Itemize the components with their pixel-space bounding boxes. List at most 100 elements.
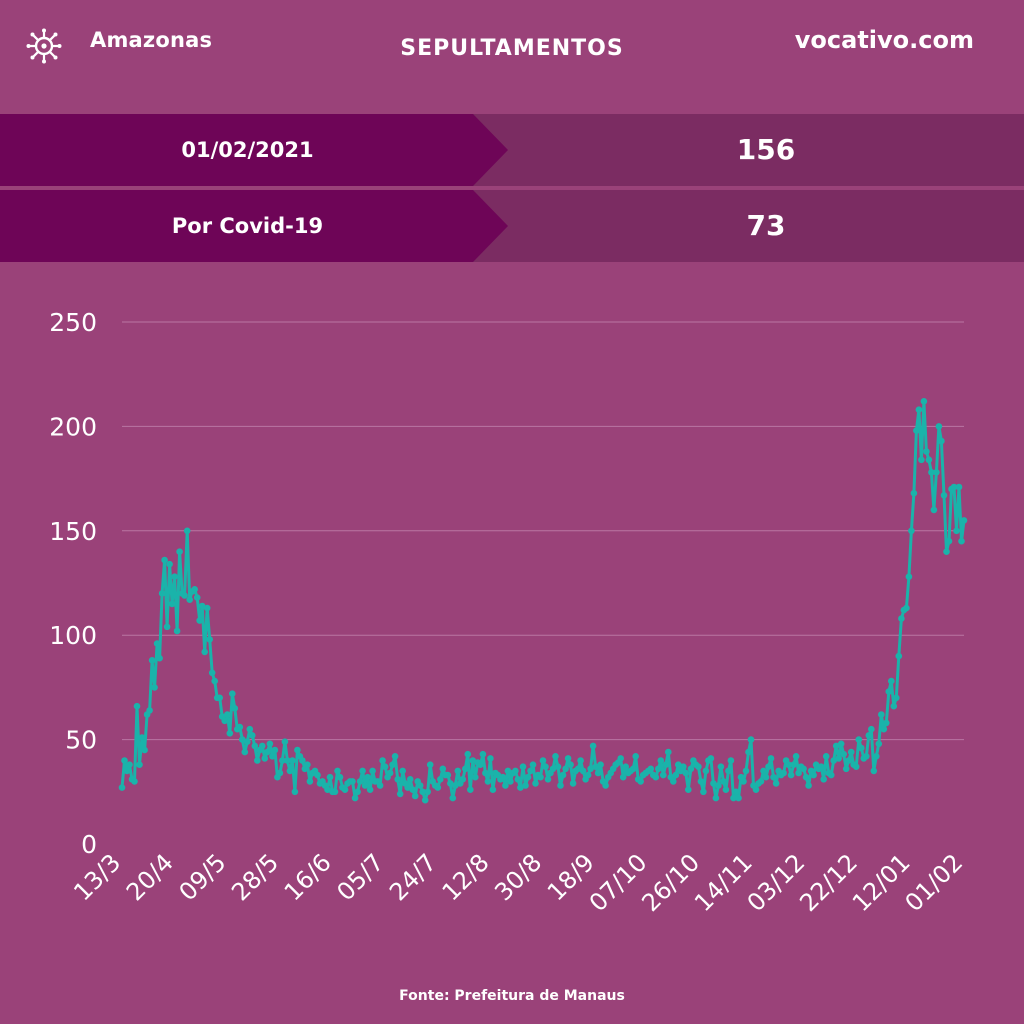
data-point [762,773,770,781]
data-point [695,763,702,770]
data-point [158,590,166,597]
stat-value: 73 [746,209,786,242]
data-point [742,767,750,775]
data-point [559,771,567,779]
data-point [715,782,722,789]
data-point [770,773,777,781]
data-point [732,788,740,796]
data-point [266,740,274,748]
data-point [203,604,211,612]
data-point [354,788,361,796]
data-point [855,736,863,743]
x-tick-label: 03/12 [742,848,811,917]
data-point [171,573,178,580]
data-point [647,765,655,773]
data-point [655,765,662,773]
data-point [787,771,795,779]
data-point [527,767,534,775]
data-point [702,767,710,775]
data-point [439,765,447,773]
data-point [950,483,958,491]
data-point [893,694,900,702]
data-point [369,767,376,775]
data-point [722,786,730,793]
data-point [484,778,492,785]
data-point [765,763,772,770]
x-tick-label: 09/5 [174,848,232,906]
data-point [637,778,644,785]
data-point [444,771,452,779]
data-point [356,778,364,785]
data-point [261,755,269,762]
data-point [336,773,344,781]
data-point [830,757,837,764]
data-point [294,746,301,754]
data-point [504,767,512,775]
x-tick-label: 01/02 [900,848,969,917]
data-point [720,778,727,785]
brand-label[interactable]: vocativo.com [794,26,974,54]
data-point [589,742,597,750]
data-point [735,794,742,802]
data-point [389,761,396,768]
data-point [757,778,765,785]
data-point [915,406,923,413]
data-point [253,757,261,764]
data-point [800,765,807,773]
data-point [619,773,627,781]
data-point [454,767,462,775]
data-point [938,437,945,445]
data-point [231,705,239,712]
data-point [176,548,183,555]
x-tick-label: 20/4 [121,848,179,906]
data-point [652,773,660,781]
data-point [326,773,334,781]
data-point [960,517,968,524]
data-point [284,757,291,764]
stat-label: 01/02/2021 [181,138,314,162]
data-point [878,711,885,718]
data-point [246,725,254,733]
data-point [660,771,667,779]
data-point [331,788,339,796]
y-tick-label: 100 [49,621,97,650]
data-point [905,573,913,580]
data-point [364,773,371,781]
data-point [324,786,331,793]
data-point [569,780,577,787]
data-point [191,586,198,593]
data-point [840,750,847,758]
source-footer: Fonte: Prefeitura de Manaus [399,988,625,1004]
data-point [211,677,218,685]
data-point [396,790,404,798]
x-tick-label: 12/8 [437,848,495,906]
data-point [477,761,484,768]
data-point [895,652,903,660]
data-point [700,788,707,796]
x-tick-label: 05/7 [331,848,389,906]
data-point [479,750,487,758]
data-point [682,769,690,777]
data-point [820,776,827,783]
data-point [299,757,306,764]
data-point [519,763,527,770]
data-point [697,778,705,785]
data-point [462,765,469,773]
data-point [532,780,539,787]
data-point [379,757,386,764]
data-point [940,492,948,499]
data-point [885,688,893,695]
data-point [411,792,419,800]
x-tick-label: 16/6 [279,848,337,906]
data-point [286,767,294,775]
data-point [487,755,494,762]
x-tick-label: 12/01 [847,848,916,917]
data-point [118,784,126,791]
data-point [141,746,148,754]
data-point [562,765,569,773]
data-point [166,560,173,568]
data-point [622,763,629,770]
stat-row-covid: Por Covid-19 73 [0,190,1024,262]
data-point [665,748,672,756]
header: Amazonas SEPULTAMENTOS vocativo.com [0,0,1024,100]
